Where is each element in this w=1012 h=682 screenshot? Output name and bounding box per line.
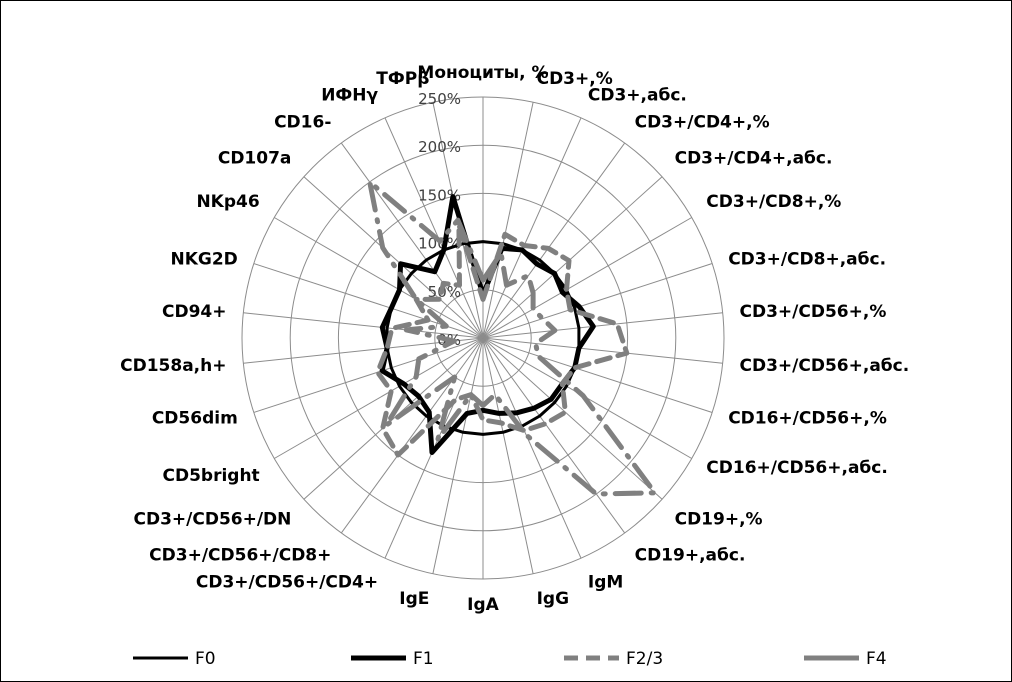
category-label: CD3+/CD56+/DN bbox=[133, 510, 291, 530]
category-label: CD158a,h+ bbox=[120, 356, 226, 376]
tick-label: 250% bbox=[418, 90, 461, 108]
legend-label: F0 bbox=[195, 649, 216, 669]
grid-spoke bbox=[482, 337, 713, 413]
legend-label: F1 bbox=[413, 649, 434, 669]
category-label: CD3+,абс. bbox=[588, 85, 687, 105]
tick-label: 50% bbox=[428, 283, 461, 301]
category-labels: Моноциты, %CD3+,%CD3+,абс. CD3+/CD4+,% CD3… bbox=[120, 63, 909, 615]
grid-spoke bbox=[274, 217, 484, 339]
series-f4-line bbox=[367, 179, 658, 497]
category-label: CD3+/CD56+,% bbox=[740, 302, 887, 322]
grid-spoke bbox=[340, 142, 484, 339]
category-label: CD107a bbox=[218, 149, 292, 169]
series-f1-line bbox=[379, 194, 596, 455]
grid-spoke bbox=[482, 263, 713, 339]
grid-spoke bbox=[482, 337, 723, 364]
category-label: CD3+/CD4+,абс. bbox=[675, 149, 833, 169]
category-label: CD94+ bbox=[162, 302, 227, 322]
grid bbox=[241, 96, 725, 580]
tick-label: 100% bbox=[418, 235, 461, 253]
legend-label: F2/3 bbox=[626, 649, 663, 669]
grid-spoke bbox=[274, 337, 484, 459]
category-label: CD19+,абс. bbox=[635, 546, 746, 566]
grid-spoke bbox=[482, 337, 663, 500]
category-label: CD3+/CD8+,абс. bbox=[728, 249, 886, 269]
category-label: CD3+/CD8+,% bbox=[706, 192, 841, 212]
grid-spoke bbox=[243, 312, 484, 339]
grid-spoke bbox=[482, 312, 723, 339]
category-label: CD3+/CD56+/CD4+ bbox=[196, 573, 378, 593]
category-label: CD3+/CD4+,% bbox=[635, 112, 770, 132]
grid-spoke bbox=[303, 337, 484, 500]
category-label: Моноциты, % bbox=[417, 63, 548, 83]
legend-label: F4 bbox=[866, 649, 887, 669]
category-label: ИФНγ bbox=[321, 85, 378, 105]
grid-spoke bbox=[482, 102, 534, 339]
grid-spoke bbox=[432, 337, 484, 574]
grid-spoke bbox=[482, 176, 663, 339]
grid-spoke bbox=[303, 176, 484, 339]
series-lines bbox=[367, 179, 658, 497]
category-label: IgE bbox=[399, 589, 429, 609]
category-label: CD56dim bbox=[152, 409, 238, 429]
grid-spoke bbox=[482, 337, 582, 559]
series-f2-3-line bbox=[375, 222, 630, 458]
category-label: IgM bbox=[588, 573, 623, 593]
category-label: IgA bbox=[467, 595, 499, 615]
grid-spoke bbox=[340, 337, 484, 534]
tick-label: 200% bbox=[418, 138, 461, 156]
grid-spoke bbox=[482, 217, 692, 339]
grid-spoke bbox=[482, 337, 626, 534]
grid-spoke bbox=[482, 142, 626, 339]
category-label: IgG bbox=[537, 589, 569, 609]
category-label: CD3+,% bbox=[537, 69, 613, 89]
category-label: NKG2D bbox=[171, 249, 238, 269]
category-label: CD19+,% bbox=[675, 510, 763, 530]
grid-spoke bbox=[253, 337, 484, 413]
category-label: ТФРβ bbox=[376, 69, 429, 89]
legend: F0 F1 F2/3 F4 bbox=[133, 649, 887, 669]
grid-spoke bbox=[482, 117, 582, 339]
grid-spoke bbox=[482, 337, 534, 574]
category-label: CD16+/CD56+,% bbox=[728, 409, 887, 429]
category-label: NKp46 bbox=[196, 192, 259, 212]
category-label: CD3+/CD56+/CD8+ bbox=[149, 546, 331, 566]
category-label: CD3+/CD56+,абс. bbox=[740, 356, 910, 376]
category-label: CD16+/CD56+,абс. bbox=[706, 458, 888, 478]
grid-spoke bbox=[384, 117, 484, 339]
category-label: CD16- bbox=[274, 112, 331, 132]
grid-spoke bbox=[243, 337, 484, 364]
category-label: CD5bright bbox=[162, 466, 259, 486]
